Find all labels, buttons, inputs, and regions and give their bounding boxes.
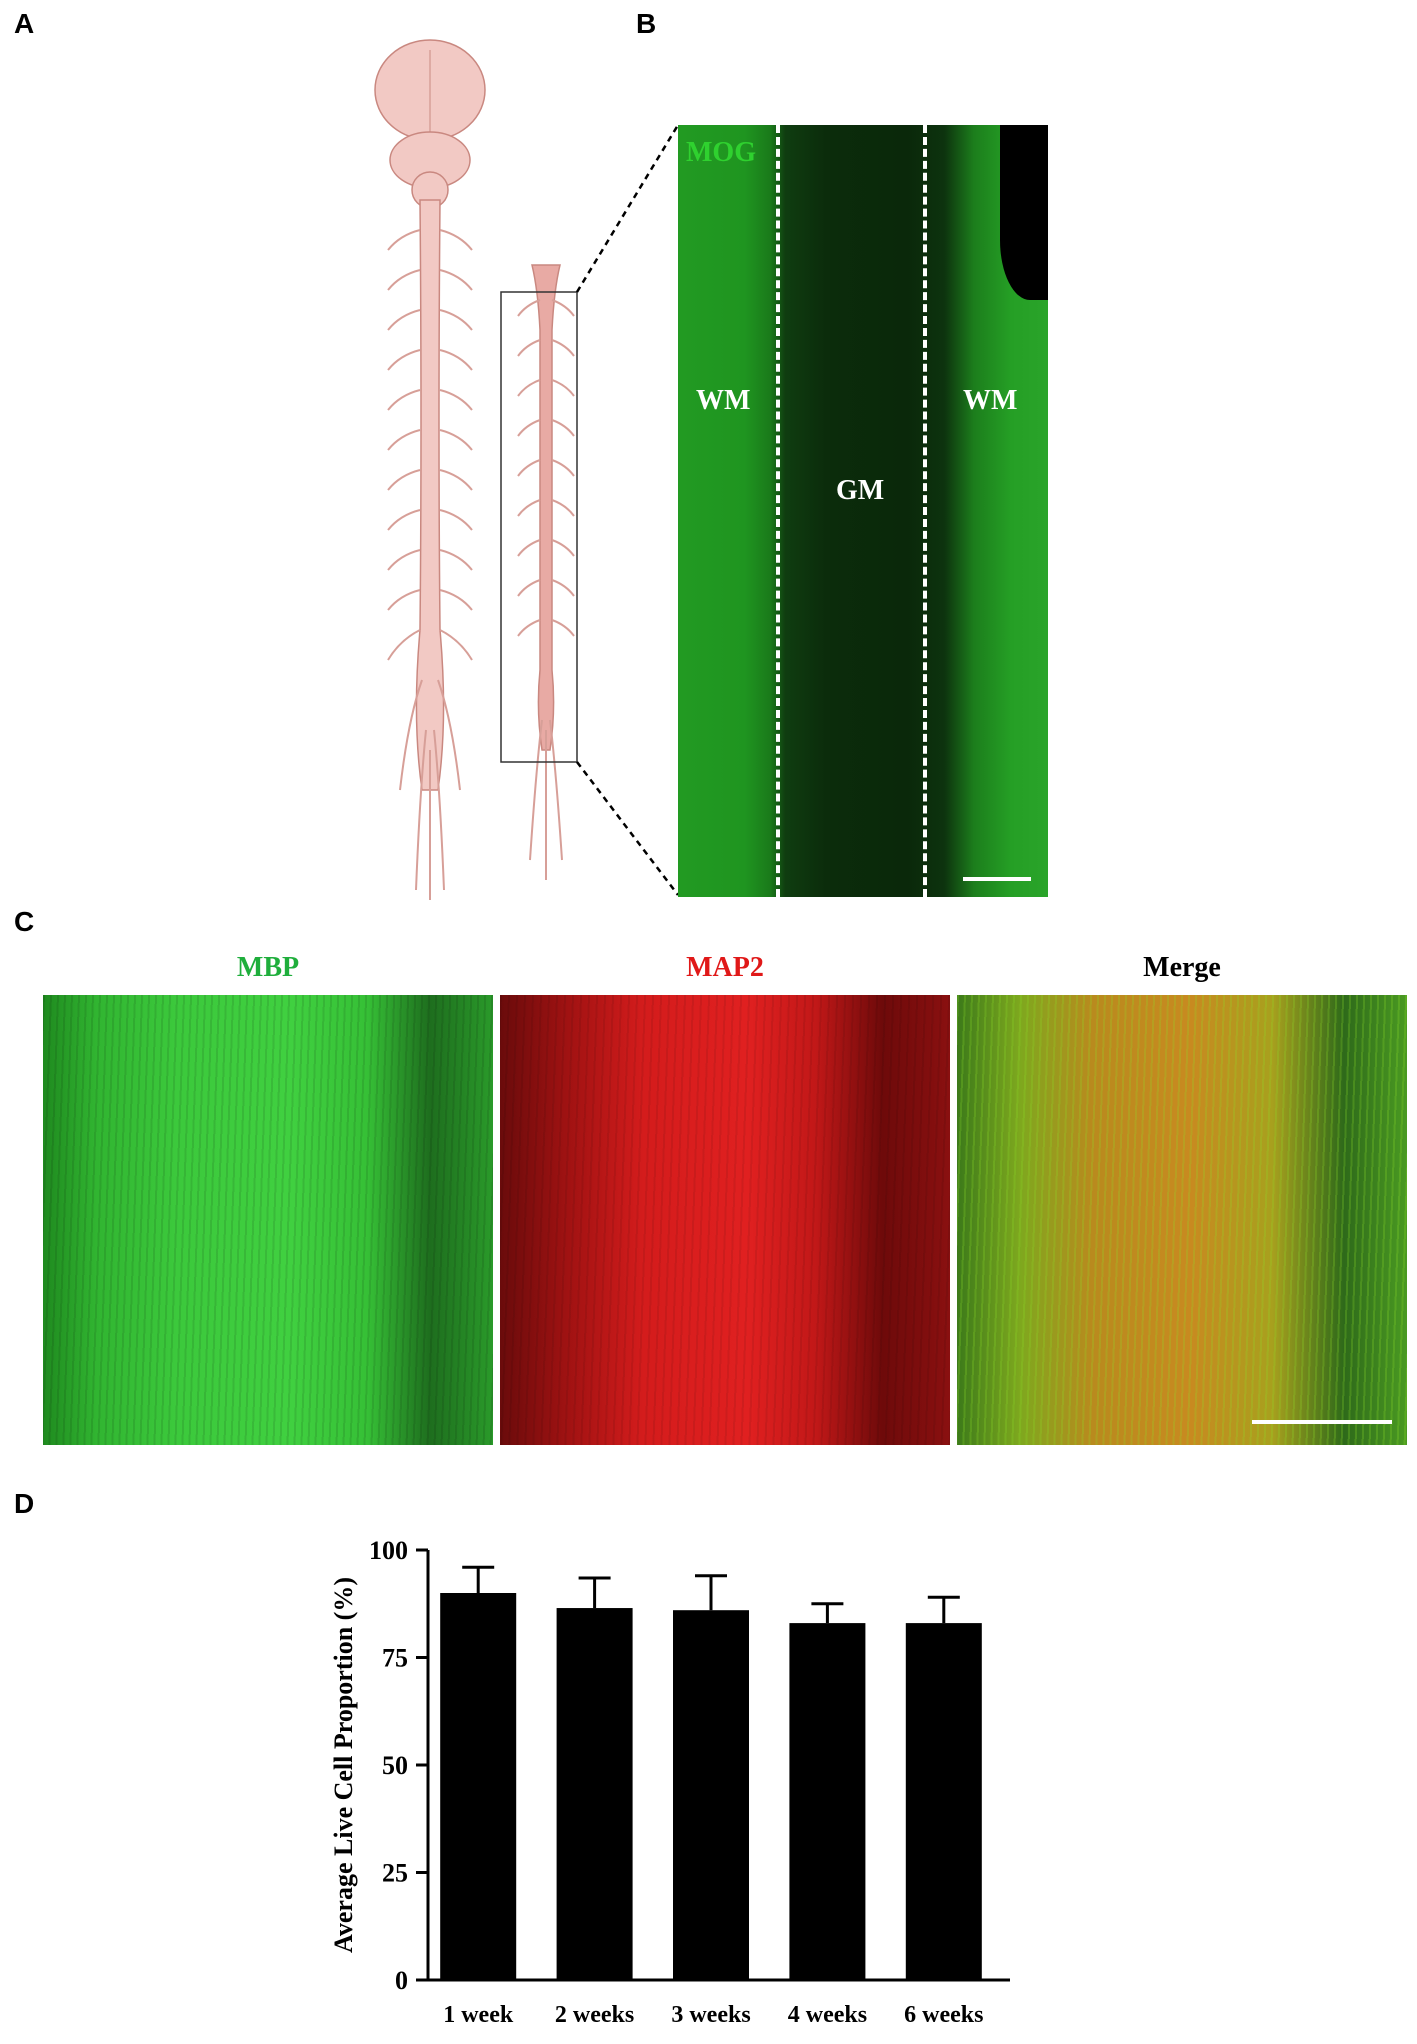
tissue-edge-dark: [1000, 125, 1048, 300]
x-tick-label: 2 weeks: [555, 2002, 634, 2028]
x-tick-label: 1 week: [443, 2002, 514, 2028]
left-cord-nerve-roots: [387, 229, 473, 900]
bar: [673, 1610, 749, 1980]
y-tick-label: 25: [382, 1859, 408, 1888]
region-label-gm: GM: [836, 475, 885, 506]
panel-label-d: D: [14, 1488, 35, 1519]
cns-anatomy-illustration: [374, 39, 578, 900]
live-cell-bar-chart: 0 25 50 75 100 Average Live Cell Proportion (…: [329, 1536, 1010, 2028]
gm-boundary-right: [923, 125, 927, 897]
dissected-spinal-cord: [531, 264, 561, 751]
bar: [789, 1623, 866, 1980]
bar: [905, 1623, 982, 1980]
panel-label-a: A: [14, 8, 35, 39]
mog-micrograph: MOG WM GM WM: [678, 125, 1048, 897]
merge-micrograph: [957, 995, 1407, 1445]
y-tick-label: 100: [369, 1536, 408, 1565]
bar: [556, 1608, 633, 1980]
zoom-connector-lines: [575, 124, 680, 896]
y-tick-label: 75: [382, 1644, 408, 1673]
region-label-wm-right: WM: [963, 385, 1018, 416]
y-axis-label: Average Live Cell Proportion (%): [329, 1577, 358, 1953]
map2-micrograph: [500, 995, 950, 1445]
bar: [440, 1593, 517, 1980]
channel-title-map2: MAP2: [686, 952, 764, 983]
mbp-micrograph: [43, 995, 493, 1445]
x-tick-label: 3 weeks: [671, 2002, 750, 2028]
region-label-wm-left: WM: [696, 385, 751, 416]
panel-label-b: B: [636, 8, 657, 39]
panel-label-c: C: [14, 906, 35, 937]
selection-box: [500, 291, 578, 763]
x-tick-label: 6 weeks: [904, 2002, 983, 2028]
scale-bar: [963, 877, 1031, 881]
channel-title-merge: Merge: [1143, 952, 1221, 983]
gm-boundary-left: [776, 125, 780, 897]
x-tick-label: 4 weeks: [788, 2002, 867, 2028]
y-tick-label: 50: [382, 1751, 408, 1780]
scale-bar: [1252, 1420, 1392, 1424]
y-tick-label: 0: [395, 1966, 408, 1995]
channel-title-mbp: MBP: [236, 952, 300, 983]
mog-stain-label: MOG: [686, 137, 756, 168]
